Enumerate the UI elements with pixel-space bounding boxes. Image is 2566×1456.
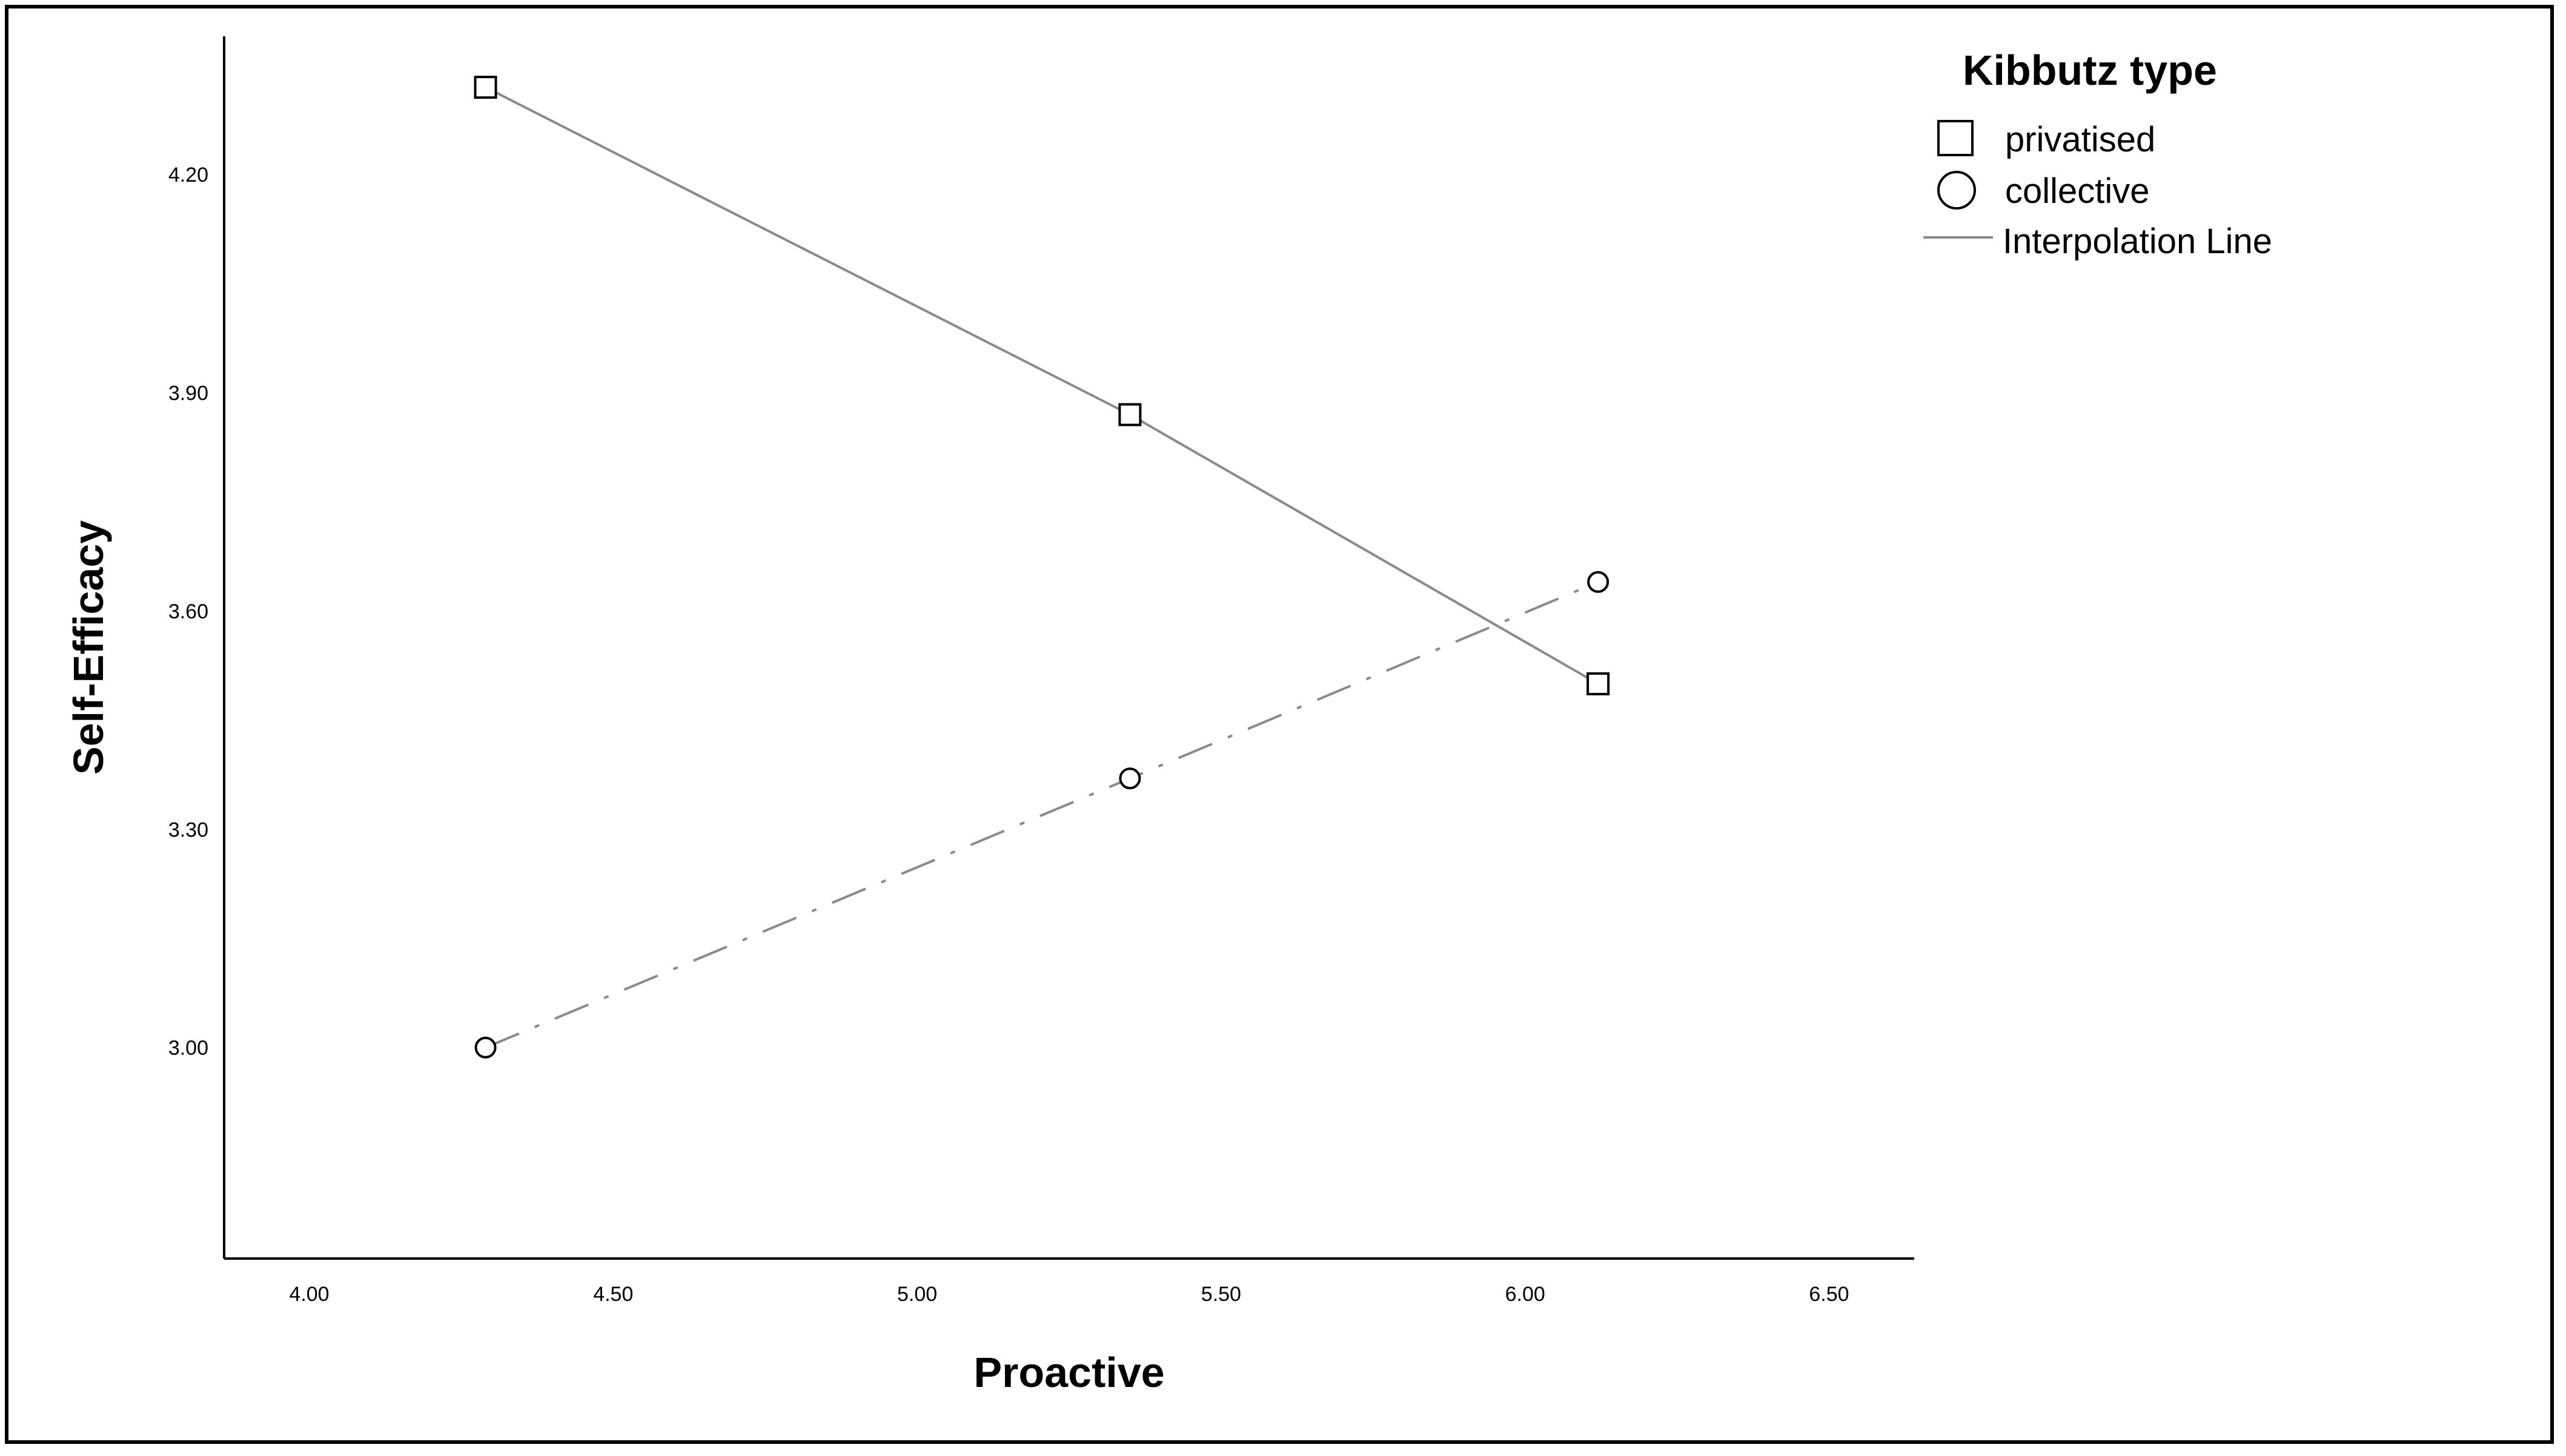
data-point-collective <box>1119 767 1141 790</box>
x-axis-title: Proactive <box>973 1349 1164 1396</box>
data-point-collective <box>1587 571 1610 593</box>
data-point-privatised <box>1118 403 1142 426</box>
y-tick-label: 3.90 <box>168 382 208 405</box>
y-tick-label: 3.00 <box>168 1037 208 1060</box>
series-line-privatised <box>485 86 1599 685</box>
y-axis-title: Self-Efficacy <box>65 520 112 775</box>
x-tick-labels: 4.00 4.50 5.00 5.50 6.00 6.50 <box>289 1283 1849 1306</box>
y-tick-label: 3.30 <box>168 818 208 841</box>
y-tick-label: 3.60 <box>168 600 208 623</box>
x-tick-label: 4.00 <box>289 1283 329 1306</box>
y-tick-label: 4.20 <box>168 164 208 187</box>
legend: Kibbutz type privatised collective Inter… <box>1923 47 2272 261</box>
axes <box>223 36 1914 1260</box>
x-tick-label: 6.50 <box>1809 1283 1849 1306</box>
data-point-collective <box>474 1036 497 1059</box>
data-point-privatised <box>1586 672 1610 696</box>
legend-entry-interpolation-line: Interpolation Line <box>2003 222 2272 261</box>
legend-entry-privatised: privatised <box>2005 120 2155 159</box>
legend-circle-marker <box>1937 171 1976 210</box>
series-line-collective <box>485 581 1599 1049</box>
legend-title: Kibbutz type <box>1963 47 2217 94</box>
series-markers <box>474 76 1610 1059</box>
x-tick-label: 4.50 <box>593 1283 633 1306</box>
x-tick-label: 6.00 <box>1505 1283 1545 1306</box>
legend-square-marker <box>1937 120 1974 156</box>
x-tick-label: 5.00 <box>897 1283 937 1306</box>
y-tick-labels: 3.00 3.30 3.60 3.90 4.20 <box>168 164 208 1059</box>
series-lines <box>485 86 1599 1049</box>
chart-frame <box>5 5 2554 1444</box>
data-point-privatised <box>474 76 497 99</box>
legend-entry-collective: collective <box>2005 171 2150 211</box>
x-tick-label: 5.50 <box>1201 1283 1241 1306</box>
